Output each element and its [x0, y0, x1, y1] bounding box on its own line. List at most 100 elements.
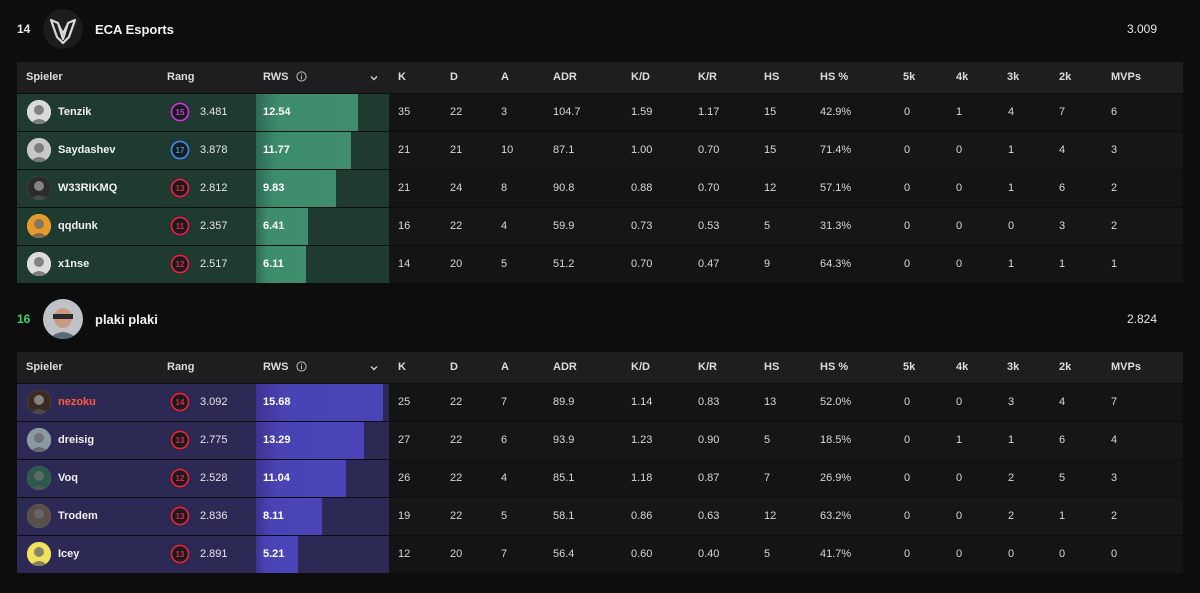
column-header-k4[interactable]: 4k: [956, 361, 969, 373]
column-header-k[interactable]: K: [398, 361, 406, 373]
column-header-k[interactable]: K: [398, 71, 406, 83]
player-name[interactable]: x1nse: [58, 258, 90, 270]
team-header: 16 plaki plaki 2.824: [0, 290, 1200, 346]
info-icon[interactable]: [296, 71, 307, 82]
chevron-down-icon[interactable]: [369, 72, 379, 82]
stat-d: 22: [450, 220, 463, 232]
stat-hsp: 52.0%: [820, 396, 852, 408]
player-rating: 2.812: [200, 182, 228, 194]
player-name[interactable]: dreisig: [58, 434, 95, 446]
column-header-kd[interactable]: K/D: [631, 361, 650, 373]
stat-hsp: 26.9%: [820, 472, 852, 484]
player-name[interactable]: Icey: [58, 548, 80, 560]
team-name[interactable]: plaki plaki: [95, 312, 158, 327]
column-header-k2[interactable]: 2k: [1059, 361, 1072, 373]
column-header-d[interactable]: D: [450, 361, 458, 373]
player-avatar[interactable]: [27, 466, 51, 490]
column-header-k3[interactable]: 3k: [1007, 361, 1020, 373]
info-icon[interactable]: [296, 361, 307, 372]
stat-adr: 89.9: [553, 396, 575, 408]
column-header-spieler[interactable]: Spieler: [26, 361, 63, 373]
stat-k4: 0: [956, 472, 963, 484]
column-header-k3[interactable]: 3k: [1007, 71, 1020, 83]
column-header-kr[interactable]: K/R: [698, 71, 717, 83]
column-header-a[interactable]: A: [501, 361, 509, 373]
column-header-kr[interactable]: K/R: [698, 361, 717, 373]
team-logo[interactable]: [43, 9, 83, 49]
column-header-rang[interactable]: Rang: [167, 71, 195, 83]
player-avatar[interactable]: [27, 138, 51, 162]
player-name[interactable]: nezoku: [58, 396, 96, 408]
player-row[interactable]: Saydashev 17 3.878 11.77 21 21 10 87.1 1.00 0.70 1…: [17, 131, 1183, 169]
team-rank: 16: [17, 312, 31, 326]
player-avatar[interactable]: [27, 390, 51, 414]
column-header-mvps[interactable]: MVPs: [1111, 71, 1141, 83]
column-header-kd[interactable]: K/D: [631, 71, 650, 83]
chevron-down-icon[interactable]: [369, 362, 379, 372]
player-name[interactable]: Saydashev: [58, 144, 116, 156]
column-header-hs[interactable]: HS: [764, 71, 780, 83]
rws-bar: [256, 94, 358, 131]
column-header-mvps[interactable]: MVPs: [1111, 361, 1141, 373]
column-header-hsp[interactable]: HS %: [820, 361, 849, 373]
column-header-k5[interactable]: 5k: [903, 71, 916, 83]
stat-k5: 0: [904, 144, 911, 156]
stat-k: 27: [398, 434, 411, 446]
stat-hsp: 64.3%: [820, 258, 852, 270]
column-header-a[interactable]: A: [501, 71, 509, 83]
column-header-k2[interactable]: 2k: [1059, 71, 1072, 83]
player-name[interactable]: Tenzik: [58, 106, 92, 118]
stat-adr: 58.1: [553, 510, 575, 522]
stat-kd: 1.23: [631, 434, 653, 446]
column-header-adr[interactable]: ADR: [553, 361, 577, 373]
rws-bar: [256, 208, 308, 245]
stat-adr: 90.8: [553, 182, 575, 194]
column-header-rws[interactable]: RWS: [263, 71, 289, 83]
player-row[interactable]: x1nse 12 2.517 6.11 14 20 5 51.2 0.70 0.47 9 64.3% 0…: [17, 245, 1183, 283]
player-cell-group: nezoku 14 3.092 15.68: [17, 384, 389, 421]
player-row[interactable]: dreisig 13 2.775 13.29 27 22 6 93.9 1.23 0.90 5 18.…: [17, 421, 1183, 459]
column-header-hs[interactable]: HS: [764, 361, 780, 373]
stat-k5: 0: [904, 106, 911, 118]
player-name[interactable]: Trodem: [58, 510, 98, 522]
team-avatar[interactable]: [43, 299, 83, 339]
stat-k: 35: [398, 106, 411, 118]
player-avatar[interactable]: [27, 504, 51, 528]
column-header-hsp[interactable]: HS %: [820, 71, 849, 83]
stat-k5: 0: [904, 220, 911, 232]
player-row[interactable]: W33RIKMQ 13 2.812 9.83 21 24 8 90.8 0.88 0.70 12 57…: [17, 169, 1183, 207]
player-row[interactable]: qqdunk 11 2.357 6.41 16 22 4 59.9 0.73 0.53 5 31.3%…: [17, 207, 1183, 245]
column-header-rws[interactable]: RWS: [263, 361, 289, 373]
column-header-rang[interactable]: Rang: [167, 361, 195, 373]
player-avatar[interactable]: [27, 428, 51, 452]
player-row[interactable]: Tenzik 15 3.481 12.54 35 22 3 104.7 1.59 1.17 15 42…: [17, 93, 1183, 131]
player-avatar[interactable]: [27, 542, 51, 566]
stat-k4: 0: [956, 258, 963, 270]
player-row[interactable]: Voq 12 2.528 11.04 26 22 4 85.1 1.18 0.87 7 26.9% 0 0…: [17, 459, 1183, 497]
column-header-k5[interactable]: 5k: [903, 361, 916, 373]
player-name[interactable]: qqdunk: [58, 220, 98, 232]
stat-k5: 0: [904, 434, 911, 446]
rws-bar: [256, 536, 298, 573]
player-avatar[interactable]: [27, 214, 51, 238]
skill-level-badge: 13: [169, 429, 191, 451]
column-header-spieler[interactable]: Spieler: [26, 71, 63, 83]
player-name[interactable]: Voq: [58, 472, 78, 484]
column-header-k4[interactable]: 4k: [956, 71, 969, 83]
player-avatar[interactable]: [27, 176, 51, 200]
player-avatar[interactable]: [27, 100, 51, 124]
player-row[interactable]: Trodem 13 2.836 8.11 19 22 5 58.1 0.86 0.63 12 63.2…: [17, 497, 1183, 535]
player-row[interactable]: Icey 13 2.891 5.21 12 20 7 56.4 0.60 0.40 5 41.7% 0 0…: [17, 535, 1183, 573]
stat-a: 8: [501, 182, 508, 194]
column-header-adr[interactable]: ADR: [553, 71, 577, 83]
player-name[interactable]: W33RIKMQ: [58, 182, 118, 194]
stat-hs: 5: [764, 220, 771, 232]
stat-k5: 0: [904, 258, 911, 270]
team-name[interactable]: ECA Esports: [95, 22, 174, 37]
skill-level-badge: 11: [169, 215, 191, 237]
player-row[interactable]: nezoku 14 3.092 15.68 25 22 7 89.9 1.14 0.83 13 52.…: [17, 383, 1183, 421]
stat-hsp: 41.7%: [820, 548, 852, 560]
player-avatar[interactable]: [27, 252, 51, 276]
column-header-d[interactable]: D: [450, 71, 458, 83]
stat-mvps: 2: [1111, 220, 1118, 232]
